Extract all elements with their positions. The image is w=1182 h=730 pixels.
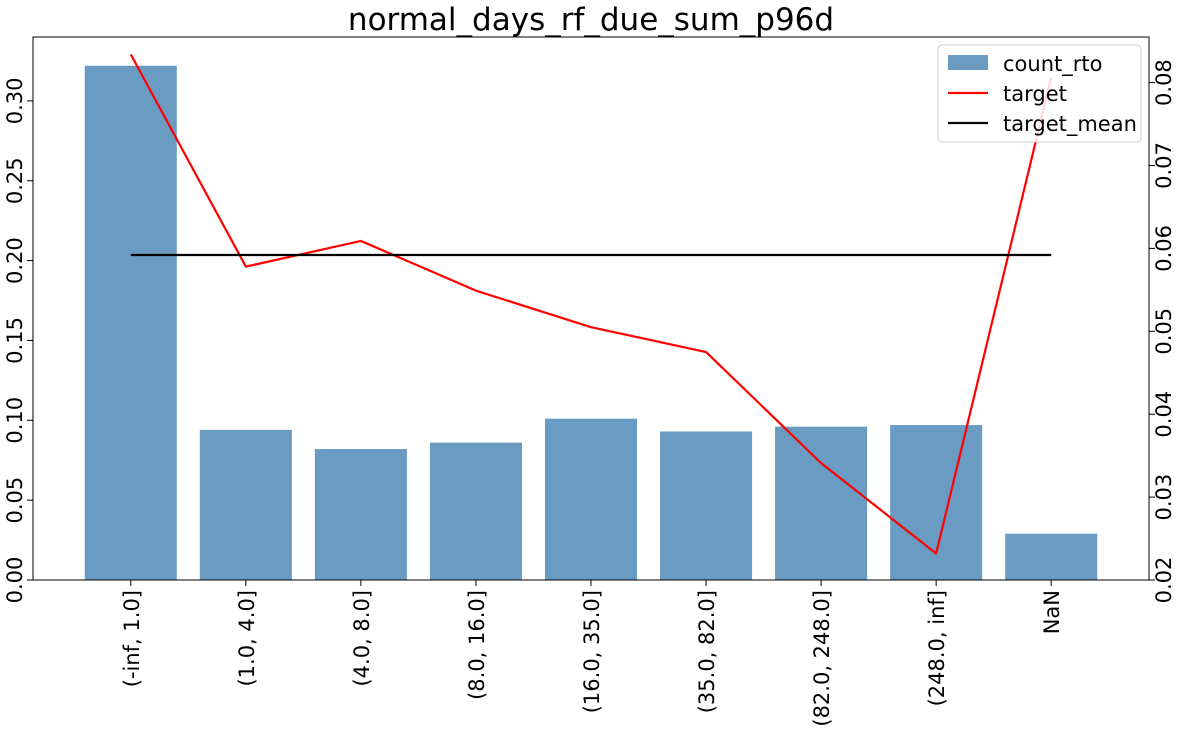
- x-tick-label-3: (8.0, 16.0]: [465, 590, 489, 700]
- right-tick-label-6: 0.08: [1152, 59, 1176, 106]
- bar-count_rto-7: [890, 425, 982, 580]
- left-tick-label-0: 0.00: [3, 557, 27, 604]
- left-tick-label-3: 0.15: [3, 317, 27, 364]
- right-y-axis: 0.02 0.03 0.04 0.05 0.06 0.07 0.08: [1149, 59, 1176, 603]
- x-axis: (-inf, 1.0] (1.0, 4.0] (4.0, 8.0] (8.0, 16.…: [120, 580, 1064, 725]
- bar-count_rto-6: [775, 427, 867, 580]
- left-tick-label-5: 0.25: [3, 157, 27, 204]
- left-y-axis: 0.00 0.05 0.10 0.15 0.20 0.25 0.30: [3, 77, 33, 603]
- left-tick-label-4: 0.20: [3, 237, 27, 284]
- right-tick-label-5: 0.07: [1152, 142, 1176, 189]
- right-tick-label-1: 0.03: [1152, 474, 1176, 521]
- bar-count_rto-8: [1005, 534, 1097, 580]
- legend-label-target: target: [1003, 82, 1067, 106]
- legend-label-target_mean: target_mean: [1003, 112, 1137, 137]
- x-tick-label-2: (4.0, 8.0]: [350, 590, 374, 687]
- x-tick-label-7: (248.0, inf]: [925, 590, 949, 706]
- bar-count_rto-3: [430, 443, 522, 580]
- right-tick-label-3: 0.05: [1152, 308, 1176, 355]
- left-tick-label-6: 0.30: [3, 77, 27, 124]
- legend-swatch-count_rto: [948, 55, 988, 70]
- x-tick-label-4: (16.0, 35.0]: [580, 590, 604, 713]
- bar-count_rto-2: [315, 449, 407, 580]
- x-tick-label-5: (35.0, 82.0]: [695, 590, 719, 713]
- x-tick-label-8: NaN: [1040, 590, 1064, 634]
- bars-layer: [85, 66, 1097, 580]
- bar-count_rto-5: [660, 431, 752, 580]
- x-tick-label-1: (1.0, 4.0]: [235, 590, 259, 687]
- left-tick-label-2: 0.10: [3, 397, 27, 444]
- chart-title: normal_days_rf_due_sum_p96d: [348, 2, 834, 38]
- right-tick-label-2: 0.04: [1152, 391, 1176, 438]
- x-tick-label-6: (82.0, 248.0]: [810, 590, 834, 725]
- x-tick-label-0: (-inf, 1.0]: [120, 590, 144, 687]
- bar-count_rto-0: [85, 66, 177, 580]
- right-tick-label-4: 0.06: [1152, 225, 1176, 272]
- left-tick-label-1: 0.05: [3, 477, 27, 524]
- right-tick-label-0: 0.02: [1152, 557, 1176, 604]
- legend-label-count_rto: count_rto: [1003, 52, 1102, 77]
- bar-count_rto-4: [545, 419, 637, 580]
- bar-count_rto-1: [200, 430, 292, 580]
